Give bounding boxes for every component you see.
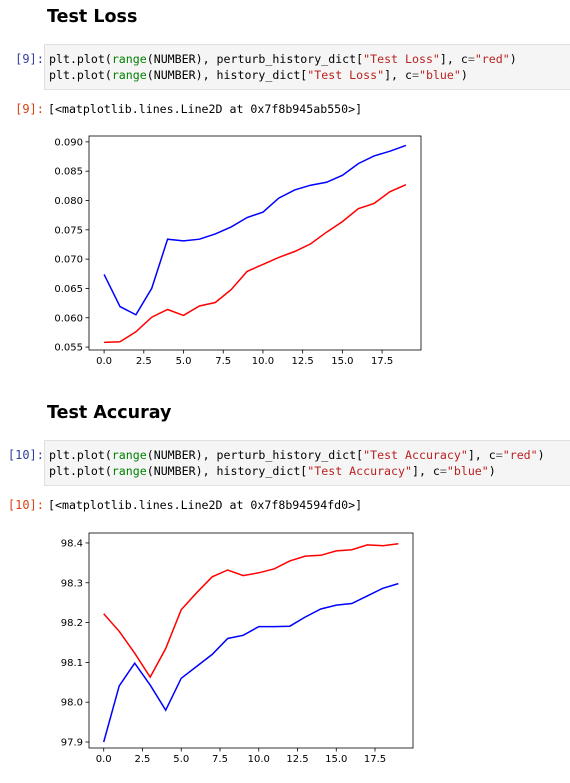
x-tick-label: 0.0 — [96, 356, 112, 366]
x-tick-label: 2.5 — [135, 754, 151, 765]
y-tick-label: 0.085 — [54, 167, 83, 178]
blue-series-line — [102, 582, 399, 743]
code-token: range — [111, 448, 147, 462]
y-tick-label: 0.070 — [54, 255, 83, 266]
code-token: ], c — [384, 68, 412, 82]
input-prompt: [9]: — [15, 52, 44, 66]
code-token: ) — [509, 52, 517, 66]
test-accuracy-plot: 0.0 2.5 5.0 7.5 10.0 12.5 15.0 17.5 97.9 98.0 98.1… — [61, 532, 414, 765]
x-tick-label: 7.5 — [212, 754, 228, 765]
x-tick-label: 10.0 — [248, 754, 270, 765]
y-tick-label: 98.3 — [61, 578, 83, 589]
code-token: ) — [537, 448, 545, 462]
red-series-line — [103, 543, 399, 679]
y-tick-label: 0.060 — [54, 313, 83, 324]
code-token: plt.plot( — [49, 448, 112, 462]
code-line: plt.plot(range(NUMBER), history_dict["Te… — [49, 67, 570, 83]
section-heading-test-loss: Test Loss — [47, 7, 138, 27]
code-token: = — [467, 52, 475, 66]
code-token: ], c — [439, 52, 468, 66]
code-token: "Test Loss" — [363, 52, 440, 66]
code-token: (NUMBER), perturb_history_dict[ — [146, 52, 364, 66]
code-token: "blue" — [418, 68, 461, 82]
x-tick-label: 5.0 — [176, 356, 192, 366]
code-token: = — [411, 68, 419, 82]
code-token: plt.plot( — [49, 464, 112, 478]
code-token: "Test Accuracy" — [363, 448, 468, 462]
code-token: = — [439, 464, 447, 478]
y-tick-label: 0.080 — [54, 196, 83, 207]
blue-series-line — [103, 144, 407, 316]
y-tick-label: 0.075 — [54, 225, 83, 236]
code-token: ) — [460, 68, 468, 82]
y-tick-label: 98.4 — [61, 538, 83, 549]
x-tick-label: 17.5 — [364, 754, 386, 765]
x-tick-label: 7.5 — [215, 356, 231, 366]
test-loss-plot: 0.0 2.5 5.0 7.5 10.0 12.5 15.0 17.5 0.055 0.060 0.… — [54, 135, 422, 366]
y-tick-label: 97.9 — [61, 738, 83, 749]
code-cell-test-loss[interactable]: plt.plot(range(NUMBER), perturb_history_… — [44, 44, 570, 90]
x-tick-label: 12.5 — [286, 754, 308, 765]
code-token: (NUMBER), history_dict[ — [146, 68, 308, 82]
code-token: range — [111, 52, 147, 66]
x-tick-label: 15.0 — [325, 754, 347, 765]
red-series-line — [104, 184, 407, 344]
section-heading-test-accuracy: Test Accuray — [47, 403, 172, 423]
y-tick-label: 0.090 — [54, 137, 83, 148]
x-tick-label: 0.0 — [96, 754, 112, 765]
x-tick-label: 17.5 — [371, 356, 393, 366]
axes-frame — [88, 532, 414, 749]
code-token: plt.plot( — [49, 52, 112, 66]
y-tick-label: 0.055 — [54, 343, 83, 354]
code-token: (NUMBER), history_dict[ — [146, 464, 308, 478]
y-tick-label: 98.1 — [61, 658, 83, 669]
code-token: plt.plot( — [49, 68, 112, 82]
code-token: range — [111, 68, 147, 82]
code-token: "Test Loss" — [307, 68, 385, 82]
output-prompt: [10]: — [7, 498, 44, 512]
output-prompt: [9]: — [15, 102, 44, 116]
code-token: range — [111, 464, 147, 478]
code-token: ], c — [467, 448, 496, 462]
y-tick-label: 98.2 — [61, 618, 83, 629]
output-text: [<matplotlib.lines.Line2D at 0x7f8b94594… — [48, 498, 363, 512]
y-tick-label: 0.065 — [54, 284, 83, 295]
x-tick-label: 5.0 — [173, 754, 189, 765]
code-line: plt.plot(range(NUMBER), history_dict["Te… — [49, 463, 570, 479]
x-tick-label: 12.5 — [292, 356, 314, 366]
x-tick-label: 15.0 — [331, 356, 353, 366]
x-tick-label: 10.0 — [252, 356, 274, 366]
code-token: "red" — [474, 52, 510, 66]
code-token: = — [495, 448, 503, 462]
code-token: "red" — [502, 448, 538, 462]
code-line: plt.plot(range(NUMBER), perturb_history_… — [49, 447, 570, 463]
axes-frame — [88, 135, 422, 351]
output-text: [<matplotlib.lines.Line2D at 0x7f8b945ab… — [48, 102, 363, 116]
code-token: (NUMBER), perturb_history_dict[ — [146, 448, 364, 462]
code-line: plt.plot(range(NUMBER), perturb_history_… — [49, 51, 570, 67]
input-prompt: [10]: — [7, 448, 44, 462]
code-token: "blue" — [446, 464, 489, 478]
code-cell-test-accuracy[interactable]: plt.plot(range(NUMBER), perturb_history_… — [44, 440, 570, 486]
code-token: "Test Accuracy" — [307, 464, 412, 478]
code-token: ) — [488, 464, 496, 478]
x-tick-label: 2.5 — [136, 356, 152, 366]
y-tick-label: 98.0 — [61, 698, 83, 709]
code-token: ], c — [411, 464, 440, 478]
